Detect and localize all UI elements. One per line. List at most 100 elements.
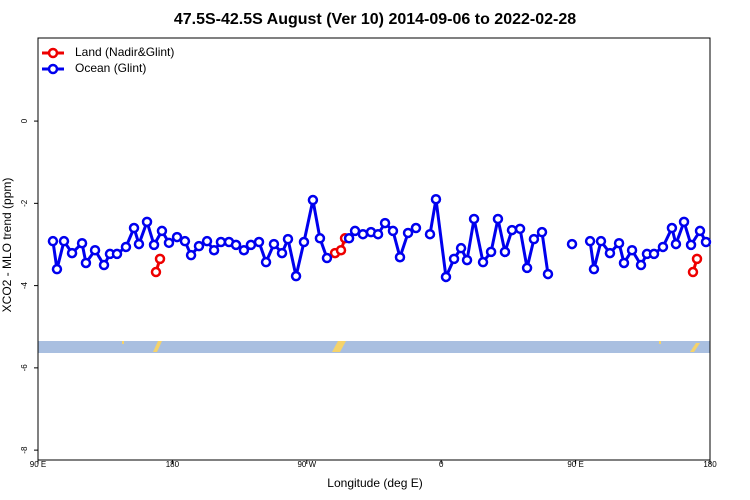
- data-point: [468, 213, 480, 225]
- data-point: [492, 213, 504, 225]
- data-point: [245, 239, 257, 251]
- data-point: [141, 216, 153, 228]
- data-point: [238, 244, 250, 256]
- data-point: [648, 248, 660, 260]
- data-point: [448, 253, 460, 265]
- data-point: [47, 235, 59, 247]
- data-point: [80, 257, 92, 269]
- data-point: [185, 249, 197, 261]
- data-point: [387, 225, 399, 237]
- chart-title: 47.5S-42.5S August (Ver 10) 2014-09-06 t…: [174, 11, 576, 28]
- data-point: [461, 254, 473, 266]
- land-shape: [659, 341, 661, 344]
- data-point: [268, 238, 280, 250]
- data-point: [163, 237, 175, 249]
- data-point: [678, 216, 690, 228]
- data-point: [51, 263, 63, 275]
- data-point: [120, 241, 132, 253]
- data-point: [357, 228, 369, 240]
- legend: Land (Nadir&Glint) Ocean (Glint): [42, 45, 174, 75]
- data-point: [150, 266, 162, 278]
- data-point: [282, 233, 294, 245]
- data-point: [485, 246, 497, 258]
- data-point: [260, 256, 272, 268]
- data-point: [536, 226, 548, 238]
- data-point: [499, 246, 511, 258]
- data-point: [321, 252, 333, 264]
- data-point: [595, 235, 607, 247]
- y-tick-label: -8: [20, 446, 29, 454]
- data-point: [685, 239, 697, 251]
- data-point: [514, 223, 526, 235]
- data-point: [687, 266, 699, 278]
- y-tick-label: -6: [20, 364, 29, 372]
- data-point: [666, 222, 678, 234]
- data-point: [66, 247, 78, 259]
- data-point: [379, 217, 391, 229]
- data-point: [201, 235, 213, 247]
- plot-frame: [37, 37, 711, 461]
- y-tick-label: 0: [20, 118, 29, 123]
- data-point: [455, 242, 467, 254]
- data-point: [626, 244, 638, 256]
- legend-marker: [47, 47, 59, 59]
- data-point: [694, 225, 706, 237]
- data-point: [148, 239, 160, 251]
- data-point: [635, 259, 647, 271]
- data-point: [111, 248, 123, 260]
- data-point: [154, 253, 166, 265]
- data-point: [89, 244, 101, 256]
- land-shape: [153, 341, 162, 352]
- data-point: [276, 247, 288, 259]
- data-point: [410, 222, 422, 234]
- data-point: [584, 235, 596, 247]
- x-tick-label: 90 E: [30, 460, 46, 469]
- data-point: [521, 262, 533, 274]
- data-point: [133, 238, 145, 250]
- x-tick-label: 0: [439, 460, 444, 469]
- data-point: [193, 240, 205, 252]
- data-point: [477, 256, 489, 268]
- data-point: [700, 236, 712, 248]
- data-point: [430, 193, 442, 205]
- land-shape: [690, 343, 700, 352]
- data-point: [171, 231, 183, 243]
- data-point: [298, 236, 310, 248]
- data-point: [307, 194, 319, 206]
- data-point: [253, 236, 265, 248]
- x-tick-label: 90 E: [567, 460, 583, 469]
- x-tick-label: 180: [166, 460, 180, 469]
- data-point: [98, 259, 110, 271]
- data-point: [290, 270, 302, 282]
- data-point: [208, 244, 220, 256]
- data-point: [613, 237, 625, 249]
- data-point: [670, 238, 682, 250]
- data-point: [58, 235, 70, 247]
- data-point: [440, 271, 452, 283]
- legend-marker: [47, 63, 59, 75]
- data-point: [335, 244, 347, 256]
- y-tick-label: -2: [20, 199, 29, 207]
- y-axis-label: XCO2 - MLO trend (ppm): [0, 178, 14, 313]
- data-point: [343, 233, 355, 244]
- map-strip: [38, 341, 710, 353]
- data-point: [566, 238, 578, 250]
- data-point: [76, 237, 88, 249]
- legend-label: Land (Nadir&Glint): [75, 45, 174, 59]
- ocean-strip: [38, 341, 710, 353]
- data-point: [424, 228, 436, 240]
- data-point: [528, 233, 540, 245]
- data-point: [314, 233, 326, 244]
- legend-label: Ocean (Glint): [75, 61, 146, 75]
- data-point: [128, 222, 140, 234]
- x-axis-label: Longitude (deg E): [327, 476, 422, 490]
- data-point: [588, 263, 600, 275]
- data-point: [230, 239, 242, 251]
- data-point: [618, 257, 630, 269]
- data-point: [394, 251, 406, 263]
- data-point: [372, 228, 384, 240]
- data-point: [506, 224, 518, 236]
- y-tick-label: -4: [20, 282, 29, 290]
- data-point: [402, 227, 414, 239]
